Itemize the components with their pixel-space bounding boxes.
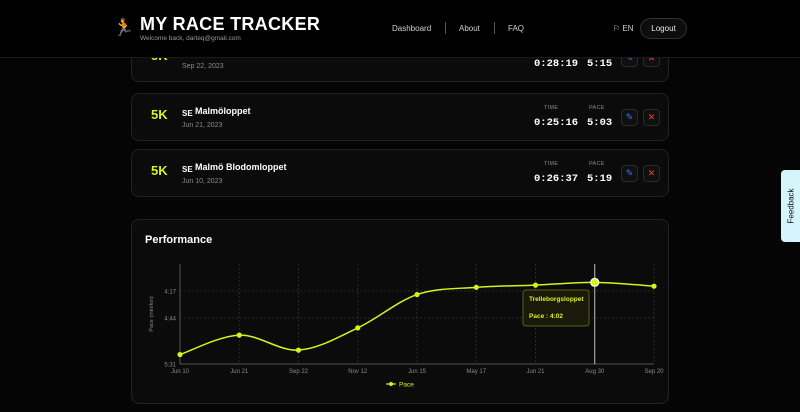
delete-race-button[interactable]: ✕ [643,109,660,126]
race-pace: 5:03 [587,117,613,129]
race-name: Malmöloppet [195,106,251,116]
race-card: 5K SE Malmöloppet Jun 21, 2023 TIME PACE… [131,93,669,141]
language-label: EN [622,24,634,33]
performance-panel: Performance 4:17 4:44 5:31 Pace (min/km) Jun… [131,219,669,404]
y-tick-label: 4:44 [164,317,176,323]
x-tick-label: May 17 [466,369,486,375]
nav-divider [445,22,446,34]
country-code: SE [182,109,193,118]
edit-race-button[interactable]: ✎ [621,109,638,126]
race-name: Malmö Blodomloppet [195,162,287,172]
x-tick-label: Jun 15 [408,369,427,375]
nav-faq[interactable]: FAQ [508,24,525,33]
pace-label: PACE [589,105,605,111]
race-time: 0:25:16 [534,117,579,129]
x-tick-label: Jun 21 [526,369,545,375]
race-date: Sep 22, 2023 [182,63,224,70]
runner-logo-icon: 🏃 [113,18,135,37]
race-card: 5K SE Malmö Blodomloppet Jun 10, 2023 TI… [131,149,669,197]
data-point [651,283,657,289]
pencil-icon: ✎ [625,168,634,178]
welcome-text: Welcome back, darteq@gmail.com [140,35,241,42]
x-tick-label: Nov 12 [348,369,368,375]
race-pace: 5:19 [587,173,613,185]
data-point [532,282,539,288]
race-date: Jun 21, 2023 [182,122,223,129]
data-point [414,291,420,298]
tooltip-box [522,289,590,327]
race-time: 0:28:19 [534,58,579,70]
country-code: SE [182,165,193,174]
top-nav-bar: 🏃 MY RACE TRACKER Welcome back, darteq@g… [0,0,800,58]
nav-divider [494,22,495,34]
close-icon: ✕ [647,168,656,178]
y-tick-label: 5:31 [164,363,176,369]
language-selector[interactable]: ⚐ EN [613,24,634,33]
data-point [177,351,183,358]
race-distance: 5K [151,107,168,122]
flag-icon: ⚐ [613,24,621,33]
x-tick-label: Jun 10 [171,369,190,375]
x-tick-label: Jun 21 [230,369,249,375]
x-tick-label: Aug 30 [585,369,605,375]
pencil-icon: ✎ [625,112,634,122]
data-point [355,325,361,331]
tooltip-title: Trelleborgsloppet [529,296,584,303]
logout-button[interactable]: Logout [640,18,687,39]
race-distance: 5K [151,163,168,178]
close-icon: ✕ [647,53,656,63]
time-label: TIME [544,161,559,167]
legend-swatch-dot [389,382,393,386]
race-date: Jun 10, 2023 [182,178,223,185]
race-pace: 5:15 [587,58,613,70]
y-axis-label: Pace (min/km) [149,296,155,332]
pencil-icon: ✎ [625,53,634,63]
brand-title[interactable]: MY RACE TRACKER [140,14,321,34]
pace-label: PACE [589,161,605,167]
nav-about[interactable]: About [459,24,480,33]
pace-chart[interactable]: 4:17 4:44 5:31 Pace (min/km) Jun 10 Jun 21 Sep… [132,220,670,405]
close-icon: ✕ [647,112,656,122]
tooltip-value: Pace : 4:02 [529,313,563,320]
data-point [295,347,302,353]
feedback-label: Feedback [786,188,795,224]
y-tick-label: 4:17 [164,290,176,296]
data-point [236,332,242,338]
race-time: 0:26:37 [534,173,579,185]
time-label: TIME [544,105,559,111]
feedback-tab[interactable]: Feedback [781,170,800,242]
nav-dashboard[interactable]: Dashboard [392,24,432,33]
data-point [473,284,479,290]
delete-race-button[interactable]: ✕ [643,165,660,182]
x-tick-label: Sep 20 [644,369,664,375]
x-tick-label: Sep 22 [289,369,309,375]
data-point-highlighted [590,277,600,287]
edit-race-button[interactable]: ✎ [621,165,638,182]
legend-label: Pace [399,382,414,389]
pace-series-line [179,281,655,356]
performance-title: Performance [145,234,213,246]
